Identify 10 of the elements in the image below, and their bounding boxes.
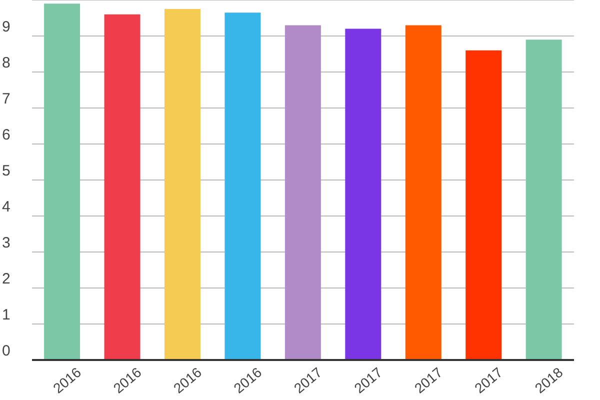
y-tick-label: 5	[2, 162, 10, 180]
y-tick-label: 1	[2, 306, 10, 324]
y-tick-label: 0	[2, 342, 10, 360]
y-tick-label: 3	[2, 234, 10, 252]
y-tick-label: 8	[2, 54, 10, 72]
y-tick-label: 9	[2, 18, 10, 36]
y-tick-label: 4	[2, 198, 10, 216]
y-tick-label: 6	[2, 126, 10, 144]
y-tick-label: 7	[2, 90, 10, 108]
y-tick-label: 2	[2, 270, 10, 288]
